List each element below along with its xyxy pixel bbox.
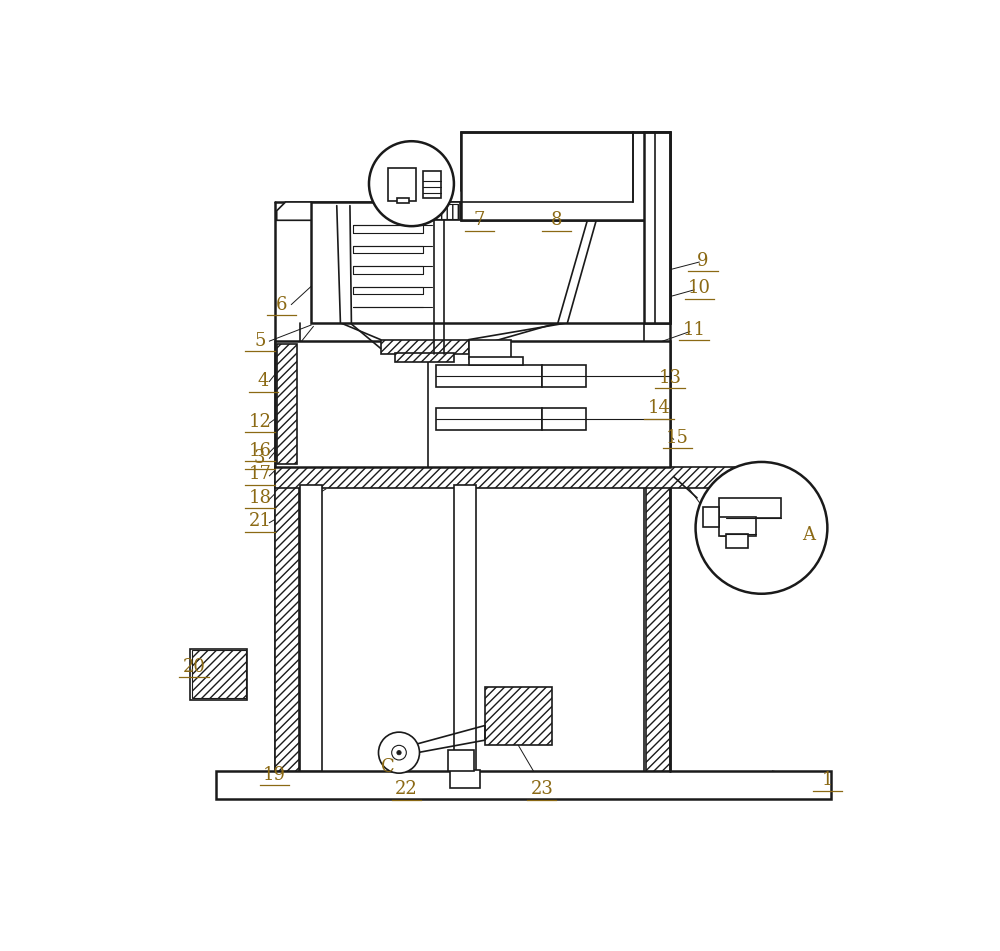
Circle shape	[392, 746, 406, 760]
Text: 7: 7	[474, 211, 485, 229]
Bar	[703, 507, 719, 527]
Text: 23: 23	[530, 780, 553, 798]
Text: A: A	[803, 526, 816, 544]
Text: 3: 3	[254, 449, 266, 467]
Bar	[275, 482, 299, 771]
Bar	[469, 340, 511, 359]
Text: 8: 8	[551, 211, 562, 229]
Bar	[485, 687, 552, 746]
Bar	[646, 482, 670, 771]
Bar	[542, 409, 586, 431]
Text: 21: 21	[248, 513, 271, 531]
Bar	[192, 650, 246, 698]
Bar	[420, 204, 458, 219]
Bar	[423, 170, 441, 199]
Text: 10: 10	[688, 280, 711, 298]
Bar	[454, 485, 476, 771]
Text: 6: 6	[276, 296, 288, 314]
Circle shape	[696, 462, 827, 593]
Text: B: B	[400, 179, 413, 196]
Bar	[395, 353, 454, 361]
Bar	[190, 649, 247, 700]
Text: 4: 4	[258, 373, 269, 391]
Bar	[469, 357, 523, 365]
Bar	[461, 202, 670, 221]
Circle shape	[397, 750, 401, 755]
Text: 11: 11	[683, 321, 706, 340]
Bar	[436, 409, 542, 431]
Bar	[419, 202, 460, 221]
Text: 15: 15	[666, 429, 689, 447]
Bar	[300, 485, 322, 771]
Text: 22: 22	[395, 780, 418, 798]
Bar	[388, 167, 416, 201]
Bar	[644, 132, 670, 322]
Bar	[275, 341, 670, 467]
Bar	[726, 534, 748, 548]
Bar	[719, 497, 781, 518]
Bar	[381, 340, 469, 355]
Text: 14: 14	[648, 399, 670, 417]
Text: 12: 12	[248, 413, 271, 431]
Bar	[275, 467, 787, 488]
Bar	[397, 198, 409, 204]
Bar	[719, 517, 756, 536]
Polygon shape	[277, 202, 311, 221]
Text: 17: 17	[248, 465, 271, 483]
Text: 1: 1	[822, 771, 833, 789]
Bar	[436, 364, 542, 386]
Circle shape	[378, 732, 420, 773]
Text: 9: 9	[697, 252, 709, 269]
Text: 2: 2	[719, 522, 731, 540]
Text: 5: 5	[254, 332, 266, 350]
Text: C: C	[381, 758, 395, 776]
Circle shape	[369, 141, 454, 226]
Bar	[216, 771, 831, 799]
Text: 13: 13	[658, 369, 681, 387]
Bar	[450, 769, 480, 787]
Bar	[277, 344, 297, 464]
Text: 18: 18	[248, 489, 271, 507]
Bar	[461, 132, 670, 221]
Text: 16: 16	[248, 442, 271, 460]
Text: 19: 19	[263, 766, 286, 784]
Bar	[542, 364, 586, 386]
Text: 20: 20	[183, 658, 205, 676]
Bar	[311, 202, 670, 322]
Bar	[448, 750, 474, 771]
